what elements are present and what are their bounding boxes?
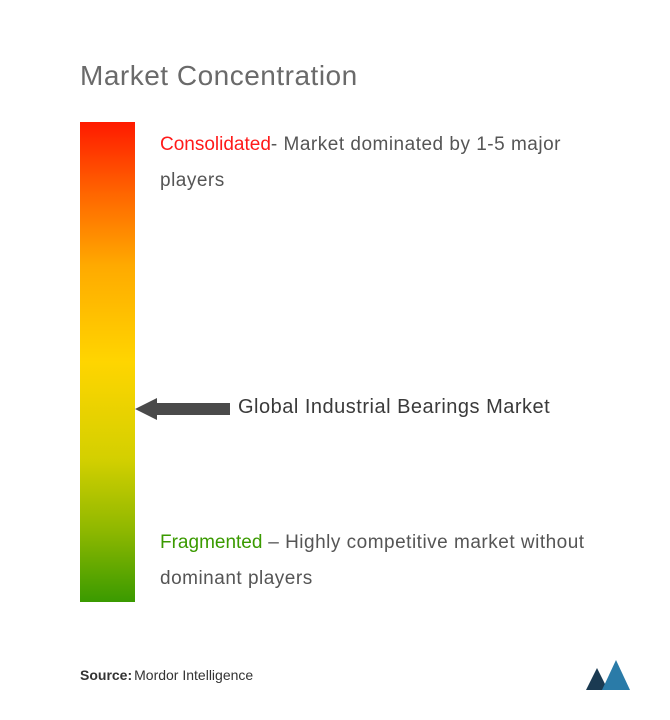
source-text: Source:Mordor Intelligence xyxy=(80,667,253,683)
marker-label: Global Industrial Bearings Market xyxy=(238,392,550,422)
consolidated-block: Consolidated- Market dominated by 1-5 ma… xyxy=(160,127,620,199)
page-title: Market Concentration xyxy=(80,60,620,92)
source-label: Source: xyxy=(80,667,132,683)
fragmented-block: Fragmented – Highly competitive market w… xyxy=(160,525,620,597)
concentration-gradient-bar xyxy=(80,122,135,602)
market-position-marker: Global Industrial Bearings Market xyxy=(135,392,550,422)
source-value: Mordor Intelligence xyxy=(134,667,253,683)
arrow-left-icon xyxy=(135,396,230,422)
mordor-logo-icon xyxy=(586,660,630,690)
labels-area: Consolidated- Market dominated by 1-5 ma… xyxy=(160,122,620,602)
source-row: Source:Mordor Intelligence xyxy=(80,660,630,690)
consolidated-label: Consolidated xyxy=(160,134,271,155)
chart-area: Consolidated- Market dominated by 1-5 ma… xyxy=(80,122,620,602)
infographic-container: Market Concentration Consolidated- Marke… xyxy=(0,0,670,720)
fragmented-label: Fragmented xyxy=(160,532,262,553)
